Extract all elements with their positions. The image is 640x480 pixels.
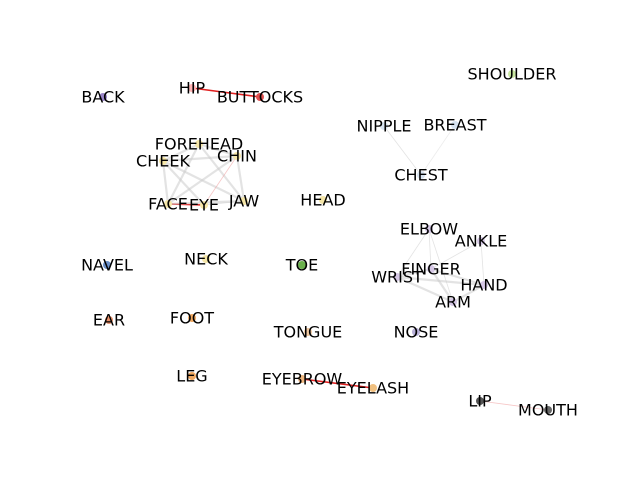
- edge-breast-chest: [420, 124, 456, 176]
- node-arm[interactable]: [449, 298, 457, 306]
- node-label-back: BACK: [81, 88, 125, 107]
- node-label-nipple: NIPPLE: [356, 117, 411, 136]
- node-ankle[interactable]: [477, 237, 485, 245]
- node-label-navel: NAVEL: [81, 256, 133, 275]
- node-label-eye: EYE: [189, 196, 219, 215]
- node-label-face: FACE: [148, 195, 188, 214]
- edge-chin-jaw: [235, 154, 246, 203]
- edge-forehead-face: [166, 142, 201, 206]
- edge-layer: [161, 87, 549, 411]
- node-label-toe: TOE: [285, 256, 318, 275]
- node-chest[interactable]: [417, 171, 425, 179]
- node-nipple[interactable]: [380, 122, 388, 130]
- edge-forehead-chin: [197, 142, 239, 158]
- node-label-mouth: MOUTH: [518, 401, 578, 420]
- edge-lip-mouth: [479, 400, 549, 411]
- node-lip[interactable]: [476, 397, 484, 405]
- node-navel[interactable]: [103, 261, 111, 269]
- label-layer: HIP BUTTOCKS BACK SHOULDER NIPPLE BREAST CHEST…: [81, 65, 578, 420]
- node-label-nose: NOSE: [394, 323, 439, 342]
- node-label-tongue: TONGUE: [273, 323, 343, 342]
- edge-elbow-finger: [428, 228, 432, 270]
- node-face[interactable]: [164, 200, 172, 208]
- edge-chin-eye: [203, 155, 238, 206]
- edge-finger-arm: [429, 267, 455, 304]
- node-label-ear: EAR: [93, 311, 125, 330]
- node-label-elbow: ELBOW: [400, 220, 458, 239]
- edge-hand-arm: [451, 283, 486, 304]
- node-label-eyelash: EYELASH: [337, 379, 409, 398]
- node-breast[interactable]: [451, 121, 459, 129]
- node-leg[interactable]: [188, 372, 196, 380]
- edge-cheek-jaw: [161, 159, 246, 203]
- edge-nipple-chest: [383, 125, 422, 176]
- edge-eye-jaw: [203, 200, 245, 206]
- edge-forehead-cheek: [161, 142, 201, 163]
- node-forehead[interactable]: [195, 140, 203, 148]
- node-label-jaw: JAW: [228, 192, 260, 211]
- edge-cheek-eye: [161, 159, 206, 207]
- node-label-neck: NECK: [184, 250, 228, 269]
- node-chin[interactable]: [233, 152, 241, 160]
- node-buttocks[interactable]: [256, 93, 264, 101]
- node-label-hand: HAND: [460, 276, 507, 295]
- node-label-lip: LIP: [468, 392, 492, 411]
- edge-wrist-finger: [395, 267, 433, 279]
- node-hand[interactable]: [480, 281, 488, 289]
- node-label-shoulder: SHOULDER: [468, 65, 557, 84]
- edge-elbow-arm: [428, 228, 454, 303]
- node-neck[interactable]: [202, 255, 210, 263]
- node-cheek[interactable]: [159, 157, 167, 165]
- edge-ankle-finger: [430, 240, 482, 270]
- node-back[interactable]: [99, 93, 107, 101]
- node-label-chest: CHEST: [394, 166, 447, 185]
- node-elbow[interactable]: [425, 225, 433, 233]
- edge-cheek-chin: [161, 154, 239, 163]
- node-label-cheek: CHEEK: [136, 152, 190, 171]
- node-finger[interactable]: [427, 265, 435, 273]
- node-eye[interactable]: [200, 201, 208, 209]
- node-label-chin: CHIN: [217, 147, 257, 166]
- node-wrist[interactable]: [393, 273, 401, 281]
- edge-wrist-hand: [395, 275, 486, 287]
- edge-elbow-wrist: [396, 228, 430, 278]
- node-label-foot: FOOT: [170, 309, 214, 328]
- node-foot[interactable]: [188, 314, 196, 322]
- node-eyelash[interactable]: [369, 384, 377, 392]
- node-nose[interactable]: [412, 328, 420, 336]
- node-eyebrow[interactable]: [298, 375, 306, 383]
- edge-cheek-face: [161, 159, 170, 206]
- node-label-eyebrow: EYEBROW: [262, 370, 343, 389]
- edge-wrist-arm: [395, 275, 455, 304]
- node-label-breast: BREAST: [423, 116, 486, 135]
- edge-hip-buttocks: [191, 87, 261, 98]
- node-hip[interactable]: [188, 84, 196, 92]
- edge-eyebrow-eyelash: [301, 378, 374, 389]
- node-jaw[interactable]: [240, 197, 248, 205]
- edge-finger-hand: [429, 267, 486, 287]
- node-layer: [99, 70, 552, 414]
- node-head[interactable]: [319, 196, 327, 204]
- edge-forehead-jaw: [197, 142, 246, 203]
- node-label-arm: ARM: [435, 293, 471, 312]
- node-tongue[interactable]: [304, 328, 312, 336]
- node-label-head: HEAD: [300, 191, 345, 210]
- node-shoulder[interactable]: [508, 70, 516, 78]
- node-label-leg: LEG: [176, 367, 207, 386]
- node-label-ankle: ANKLE: [455, 232, 507, 251]
- node-label-hip: HIP: [179, 79, 206, 98]
- edge-chin-face: [166, 154, 239, 206]
- node-label-forehead: FOREHEAD: [155, 135, 243, 154]
- node-toe[interactable]: [298, 261, 306, 269]
- node-ear[interactable]: [105, 316, 113, 324]
- edge-ankle-hand: [480, 240, 485, 286]
- node-label-buttocks: BUTTOCKS: [217, 88, 303, 107]
- node-mouth[interactable]: [544, 406, 552, 414]
- node-label-finger: FINGER: [401, 260, 461, 279]
- node-label-wrist: WRIST: [371, 268, 423, 287]
